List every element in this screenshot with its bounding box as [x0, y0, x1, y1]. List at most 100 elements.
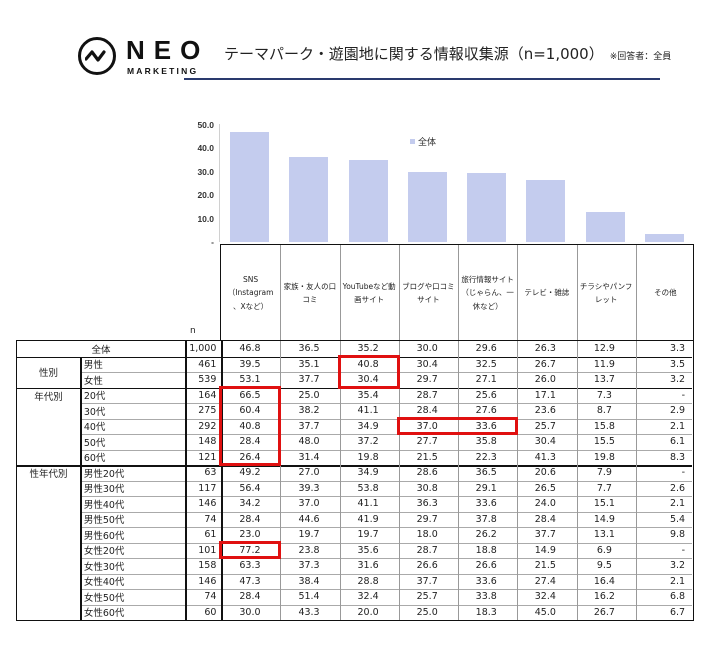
table-row: 50代 148 28.4 48.0 37.2 27.7 35.8 30.4 15.5 6.1	[17, 434, 693, 450]
value-cell: 28.4	[534, 513, 556, 525]
value-cell: 36.3	[416, 498, 438, 510]
value-cell: 30.0	[239, 606, 261, 618]
n-cell: 158	[198, 560, 217, 572]
n-cell: 148	[198, 436, 217, 448]
value-cell: 26.3	[534, 343, 556, 355]
n-cell: 146	[198, 498, 217, 510]
row-label: 女性20代	[83, 546, 125, 558]
row-label: 女性50代	[83, 592, 125, 604]
value-cell: 41.3	[534, 451, 556, 463]
value-cell: 12.9	[593, 343, 615, 355]
column-header: YouTubeなど動 画サイト	[340, 245, 399, 341]
group-label-gender-age: 性年代別	[29, 469, 68, 480]
row-divider	[17, 465, 692, 467]
y-tick: 50.0	[197, 120, 214, 130]
value-cell: 35.1	[298, 358, 320, 370]
column-header: その他	[636, 245, 695, 341]
y-tick: 40.0	[197, 143, 214, 153]
value-cell: 24.0	[534, 498, 556, 510]
value-cell: 38.4	[298, 575, 320, 587]
table-body: 1,000 46.8 36.5 35.2 30.0 29.6 26.3 12.9 3.3 男性 46…	[16, 340, 694, 621]
value-cell: 45.0	[534, 606, 556, 618]
column-divider	[80, 356, 82, 620]
bar-chart: 50.0 40.0 30.0 20.0 10.0 - 全体	[190, 115, 700, 247]
column-header-line: テレビ・雑誌	[524, 288, 570, 298]
n-cell: 461	[198, 358, 217, 370]
value-cell: 29.1	[475, 482, 497, 494]
bar	[407, 171, 447, 242]
logo-subtext: MARKETING	[127, 66, 199, 76]
value-cell: 25.0	[298, 389, 320, 401]
column-header-line: 旅行情報サイト	[461, 275, 514, 285]
value-cell: 27.6	[475, 405, 497, 417]
value-cell: 51.4	[298, 591, 320, 603]
value-cell: 9.5	[596, 560, 612, 572]
column-divider	[280, 341, 282, 620]
value-cell: 26.0	[534, 374, 556, 386]
group-cell	[17, 605, 80, 621]
value-cell: 27.4	[534, 575, 556, 587]
row-divider	[80, 511, 692, 513]
value-cell: 38.2	[298, 405, 320, 417]
value-cell: 26.7	[593, 606, 615, 618]
column-header-line: （じゃらん、一	[461, 288, 514, 298]
value-cell: 35.8	[475, 436, 497, 448]
legend-label: 全体	[418, 138, 437, 148]
value-cell: 28.4	[416, 405, 438, 417]
value-cell: 31.4	[298, 451, 320, 463]
value-cell: 40.8	[357, 358, 379, 370]
value-cell: 11.9	[593, 358, 615, 370]
value-cell: 2.1	[669, 575, 686, 587]
value-cell: 27.7	[416, 436, 438, 448]
value-cell: 32.4	[357, 591, 379, 603]
value-cell: 7.7	[596, 482, 612, 494]
value-cell: 29.7	[416, 374, 438, 386]
overall-label: 全体	[91, 345, 111, 356]
column-divider	[185, 341, 187, 620]
value-cell: -	[681, 467, 686, 479]
value-cell: 3.5	[669, 358, 686, 370]
value-cell: 8.3	[669, 451, 686, 463]
table-row: 女性 539 53.1 37.7 30.4 29.7 27.1 26.0 13.7 3.2	[17, 372, 693, 388]
value-cell: 40.8	[239, 420, 261, 432]
column-divider	[339, 245, 341, 341]
group-label-gender: 性別	[38, 368, 58, 380]
value-cell: 13.1	[593, 529, 615, 541]
bar	[467, 172, 506, 242]
column-divider	[398, 245, 400, 341]
value-cell: 34.9	[357, 467, 379, 479]
group-cell	[17, 589, 80, 605]
value-cell: 20.0	[357, 606, 379, 618]
y-tick: 10.0	[197, 214, 214, 224]
n-cell: 292	[198, 420, 217, 432]
value-cell: 63.3	[239, 560, 261, 572]
value-cell: 37.0	[416, 420, 438, 432]
row-divider	[17, 387, 692, 389]
column-divider	[339, 341, 341, 620]
row-label: 男性30代	[83, 484, 125, 496]
n-cell: 101	[198, 544, 217, 556]
value-cell: 46.8	[239, 343, 261, 355]
value-cell: 39.3	[298, 482, 320, 494]
bar	[644, 234, 684, 242]
value-cell: 53.8	[357, 482, 379, 494]
group-cell	[17, 419, 80, 435]
column-header: テレビ・雑誌	[517, 245, 576, 341]
respondent-note: ※回答者：全員	[609, 52, 672, 62]
value-cell: 28.8	[357, 575, 379, 587]
column-header: ブログや口コミ サイト	[399, 245, 458, 341]
value-cell: 25.7	[416, 591, 438, 603]
table-row: 女性60代 60 30.0 43.3 20.0 25.0 18.3 45.0 26.7 6.7	[17, 605, 693, 621]
value-cell: 23.0	[239, 529, 261, 541]
table-row: 40代 292 40.8 37.7 34.9 37.0 33.6 25.7 15.8 2.1	[17, 419, 693, 435]
value-cell: 18.3	[475, 606, 497, 618]
value-cell: 37.8	[475, 513, 497, 525]
value-cell: 20.6	[534, 467, 556, 479]
value-cell: 41.1	[357, 405, 379, 417]
row-divider	[80, 558, 692, 559]
value-cell: 28.6	[416, 467, 438, 479]
table-row: 男性20代 63 49.2 27.0 34.9 28.6 36.5 20.6 7.9 -	[17, 465, 693, 481]
column-header-line: コミ	[302, 295, 318, 304]
column-header-line: 、Xなど）	[233, 301, 269, 311]
row-divider	[17, 356, 692, 358]
